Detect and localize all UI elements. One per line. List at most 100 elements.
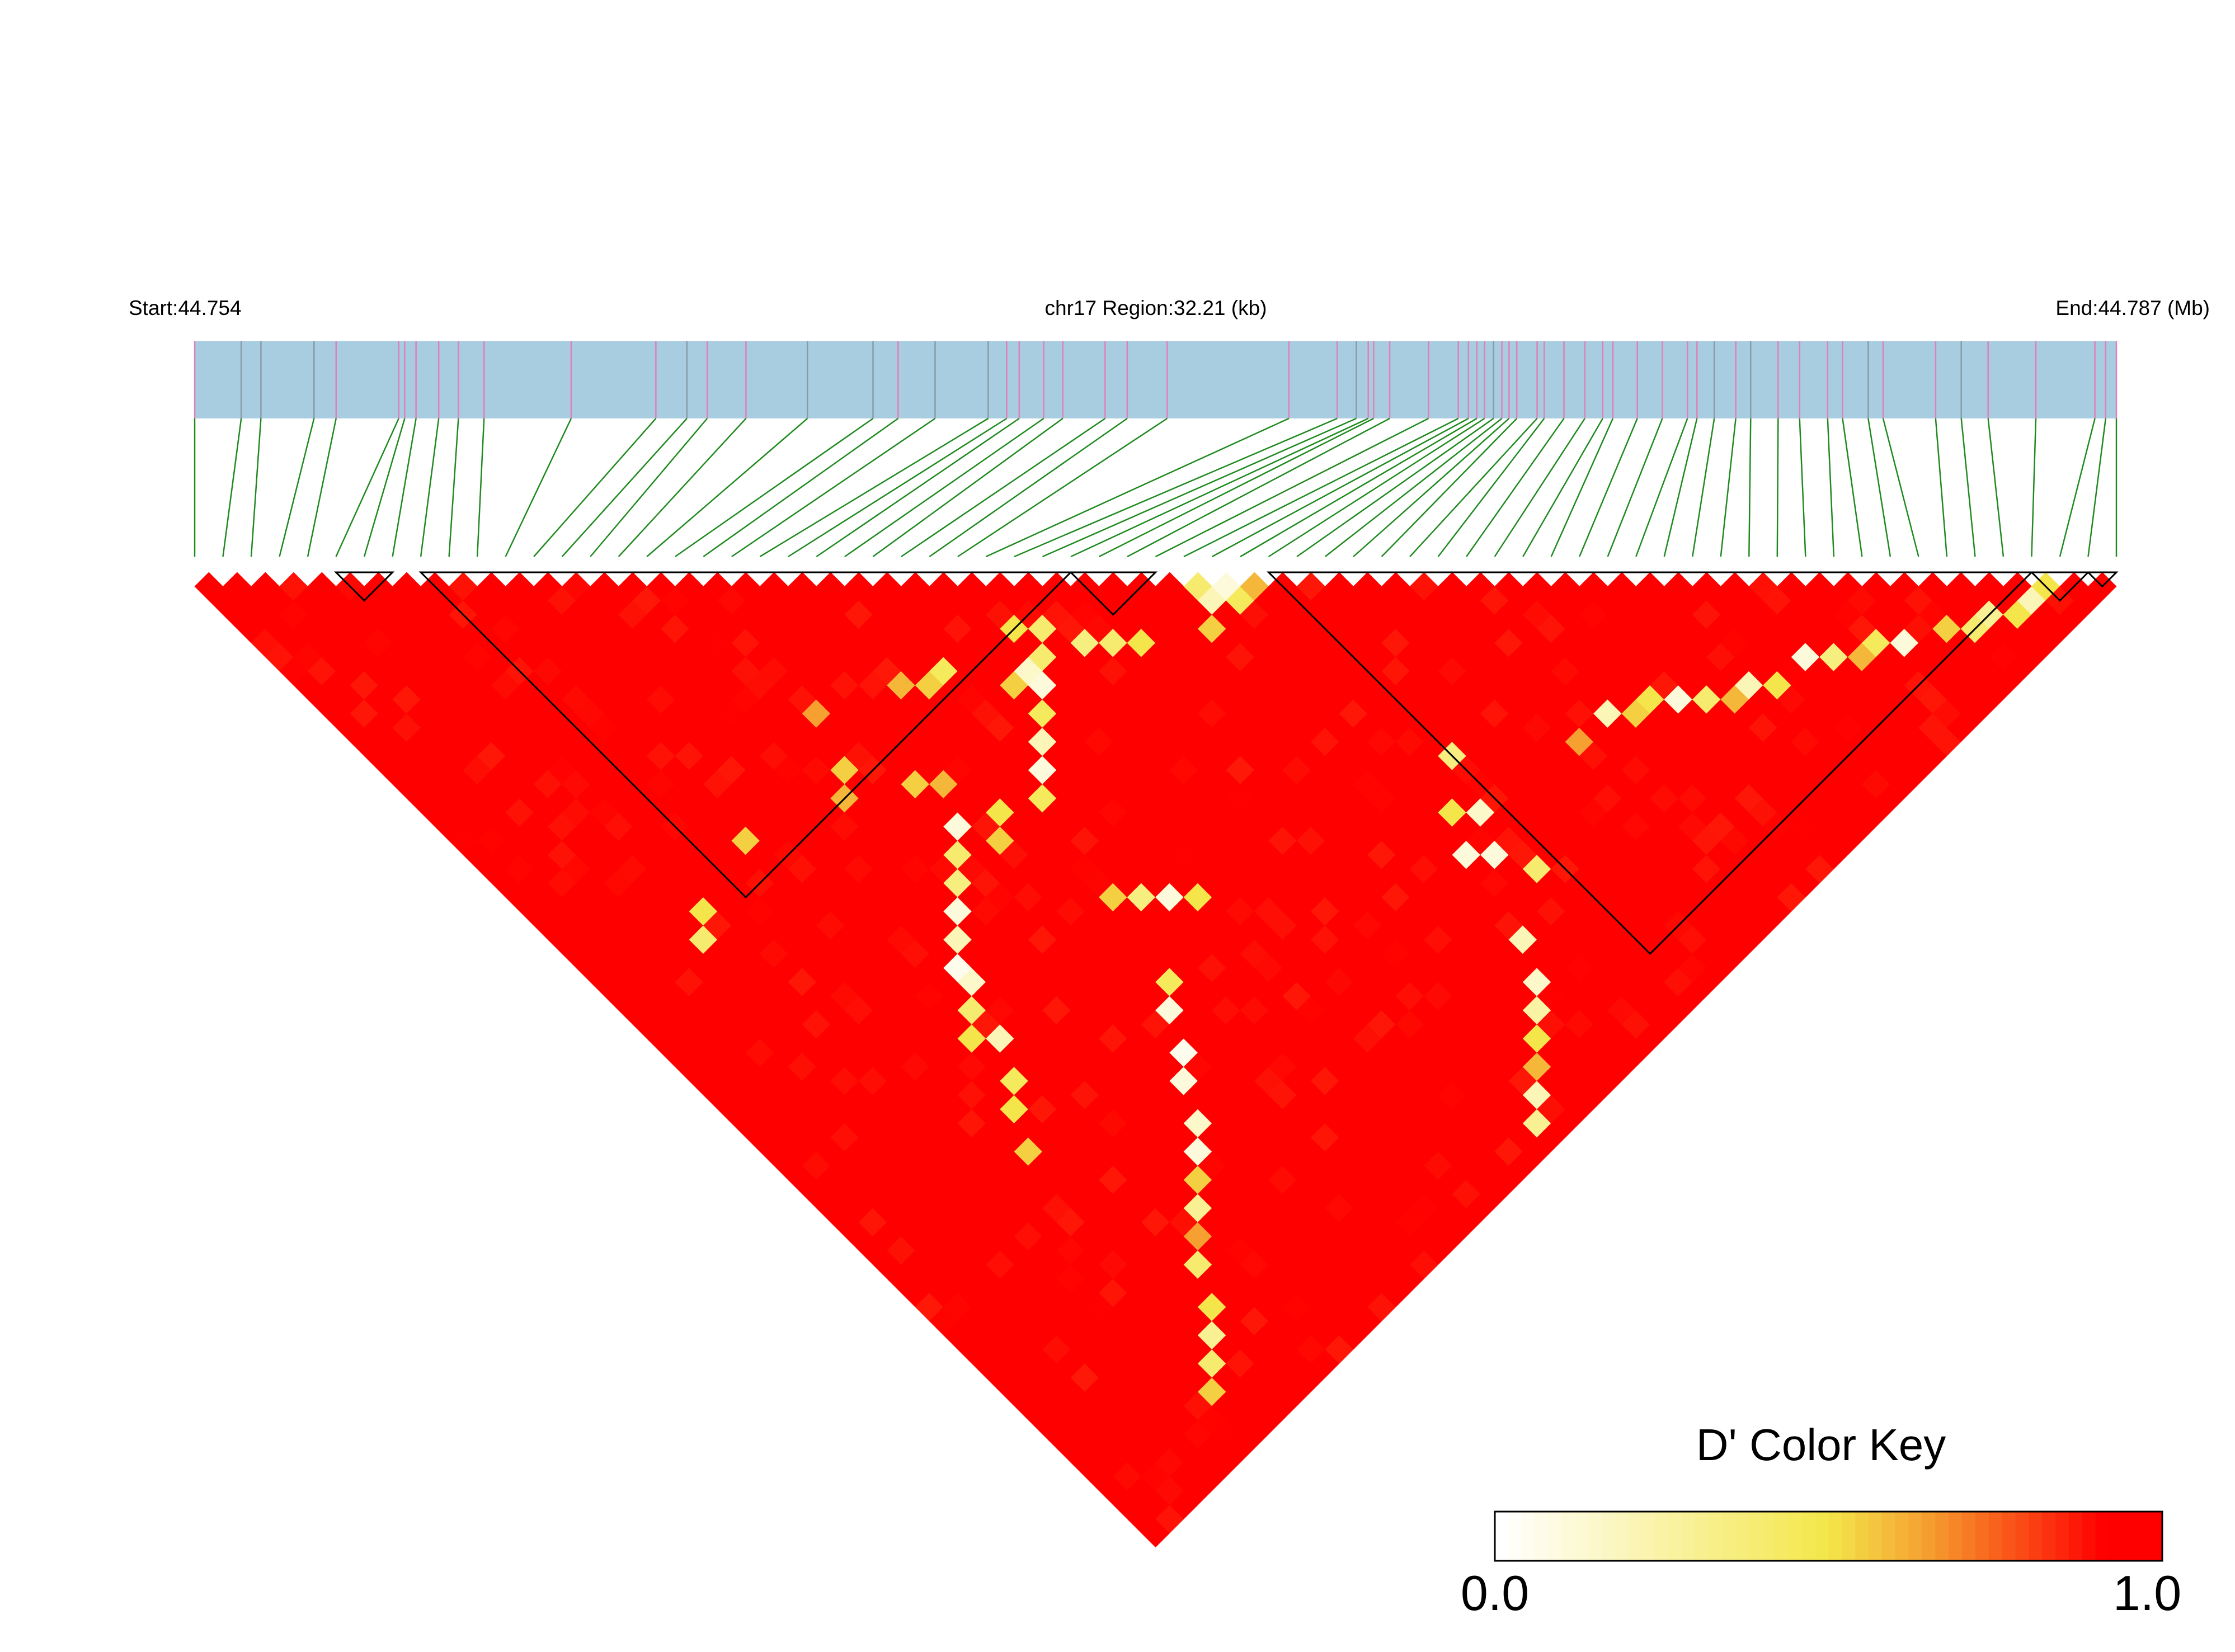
snp-connector-line <box>1748 418 1752 557</box>
snp-connector-line <box>929 417 1128 558</box>
snp-connector-lines <box>194 417 2118 558</box>
snp-connector-line <box>1098 417 1374 558</box>
color-key-step <box>2122 1512 2136 1561</box>
snp-connector-line <box>816 417 1020 558</box>
color-key-step <box>1641 1512 1655 1561</box>
haplotype-block-outline <box>418 571 1073 899</box>
haplotype-block-outlines <box>333 571 2119 956</box>
color-key-step <box>1682 1512 1696 1561</box>
snp-connector-line <box>1155 417 1429 558</box>
snp-connector-line <box>1268 417 1485 558</box>
color-key-step <box>1775 1512 1789 1561</box>
color-key-step <box>1601 1512 1616 1561</box>
snp-connector-line <box>1663 418 1698 557</box>
snp-connector-line <box>1960 418 1976 557</box>
color-key-step <box>1842 1512 1856 1561</box>
region-length-label: chr17 Region:32.21 (kb) <box>1045 296 1267 319</box>
snp-connector-line <box>1014 417 1338 558</box>
snp-connector-line <box>2031 418 2037 557</box>
color-key-step <box>1548 1512 1562 1561</box>
snp-connector-line <box>1550 418 1614 557</box>
snp-connector-line <box>1579 418 1638 557</box>
snp-connector-line <box>1882 418 1919 557</box>
snp-connector-line <box>1070 417 1369 558</box>
snp-connector-line <box>1183 417 1459 558</box>
color-key-step <box>1881 1512 1896 1561</box>
snp-connector-line <box>731 417 936 558</box>
snp-connector-line <box>279 418 315 557</box>
color-key-step <box>2149 1512 2163 1561</box>
snp-connector-line <box>250 418 262 557</box>
color-key-step <box>1975 1512 1989 1561</box>
snp-connector-line <box>476 418 485 557</box>
snp-connector-line <box>618 418 747 557</box>
color-key-step <box>2029 1512 2043 1561</box>
snp-connector-line <box>1692 418 1715 557</box>
snp-position-track <box>195 341 2116 418</box>
color-key-step <box>1828 1512 1842 1561</box>
color-key-step <box>1561 1512 1575 1561</box>
color-key-step <box>1535 1512 1549 1561</box>
region-header: Start:44.754 chr17 Region:32.21 (kb) End… <box>129 296 2210 319</box>
color-key-step <box>2015 1512 2029 1561</box>
snp-connector-line <box>420 418 440 557</box>
color-key-step <box>1988 1512 2003 1561</box>
snp-connector-line <box>590 418 708 557</box>
color-key-step <box>1708 1512 1723 1561</box>
color-key-step <box>1508 1512 1522 1561</box>
snp-connector-line <box>1776 418 1779 557</box>
snp-connector-line <box>985 417 1290 558</box>
color-key-step <box>1615 1512 1629 1561</box>
color-key-step <box>2135 1512 2149 1561</box>
snp-connector-line <box>1842 418 1863 557</box>
color-key-step <box>1668 1512 1682 1561</box>
snp-connector-line <box>1522 418 1603 557</box>
snp-connector-line <box>872 417 1064 558</box>
color-key-min-label: 0.0 <box>1461 1565 1529 1621</box>
snp-connector-line <box>1437 418 1545 557</box>
color-key-step <box>1495 1512 1509 1561</box>
snp-connector-line <box>1240 417 1478 558</box>
color-key-step <box>1908 1512 1923 1561</box>
color-key-step <box>1521 1512 1536 1561</box>
snp-connector-line <box>1324 418 1503 557</box>
snp-connector-line <box>1720 418 1737 557</box>
snp-connector-line <box>1042 417 1357 558</box>
color-key-step <box>2082 1512 2096 1561</box>
color-key-step <box>1801 1512 1816 1561</box>
color-key-step <box>1721 1512 1735 1561</box>
snp-connector-line <box>1607 418 1663 557</box>
snp-connector-line <box>2087 418 2107 557</box>
color-key: D' Color Key 0.0 1.0 <box>1461 1420 2181 1621</box>
color-key-step <box>1962 1512 1976 1561</box>
snp-connector-line <box>703 417 899 558</box>
snp-connector-line <box>2059 418 2096 557</box>
color-key-step <box>1935 1512 1949 1561</box>
snp-connector-line <box>788 417 1008 558</box>
snp-connector-line <box>1935 418 1948 557</box>
color-key-step <box>1695 1512 1709 1561</box>
color-key-step <box>2002 1512 2016 1561</box>
haplotype-block-outline <box>2029 571 2091 602</box>
color-key-title: D' Color Key <box>1696 1420 1946 1470</box>
snp-marker-lines <box>194 341 2118 418</box>
snp-connector-line <box>505 418 572 557</box>
color-key-step <box>2109 1512 2123 1561</box>
color-key-step <box>1788 1512 1803 1561</box>
color-key-step <box>1949 1512 1963 1561</box>
snp-connector-line <box>1799 418 1806 557</box>
color-key-gradient <box>1495 1512 2163 1561</box>
color-key-step <box>1922 1512 1936 1561</box>
haplotype-block-outline <box>1069 571 1158 616</box>
snp-connector-line <box>1494 418 1585 557</box>
snp-connector-line <box>307 418 337 557</box>
color-key-step <box>1895 1512 1909 1561</box>
snp-connector-line <box>1987 418 2005 557</box>
color-key-step <box>2042 1512 2056 1561</box>
color-key-step <box>1762 1512 1776 1561</box>
snp-connector-line <box>759 417 989 558</box>
color-key-step <box>1855 1512 1869 1561</box>
haplotype-block-outline <box>2086 571 2119 588</box>
snp-connector-line <box>1381 418 1518 557</box>
snp-connector-line <box>957 417 1168 558</box>
